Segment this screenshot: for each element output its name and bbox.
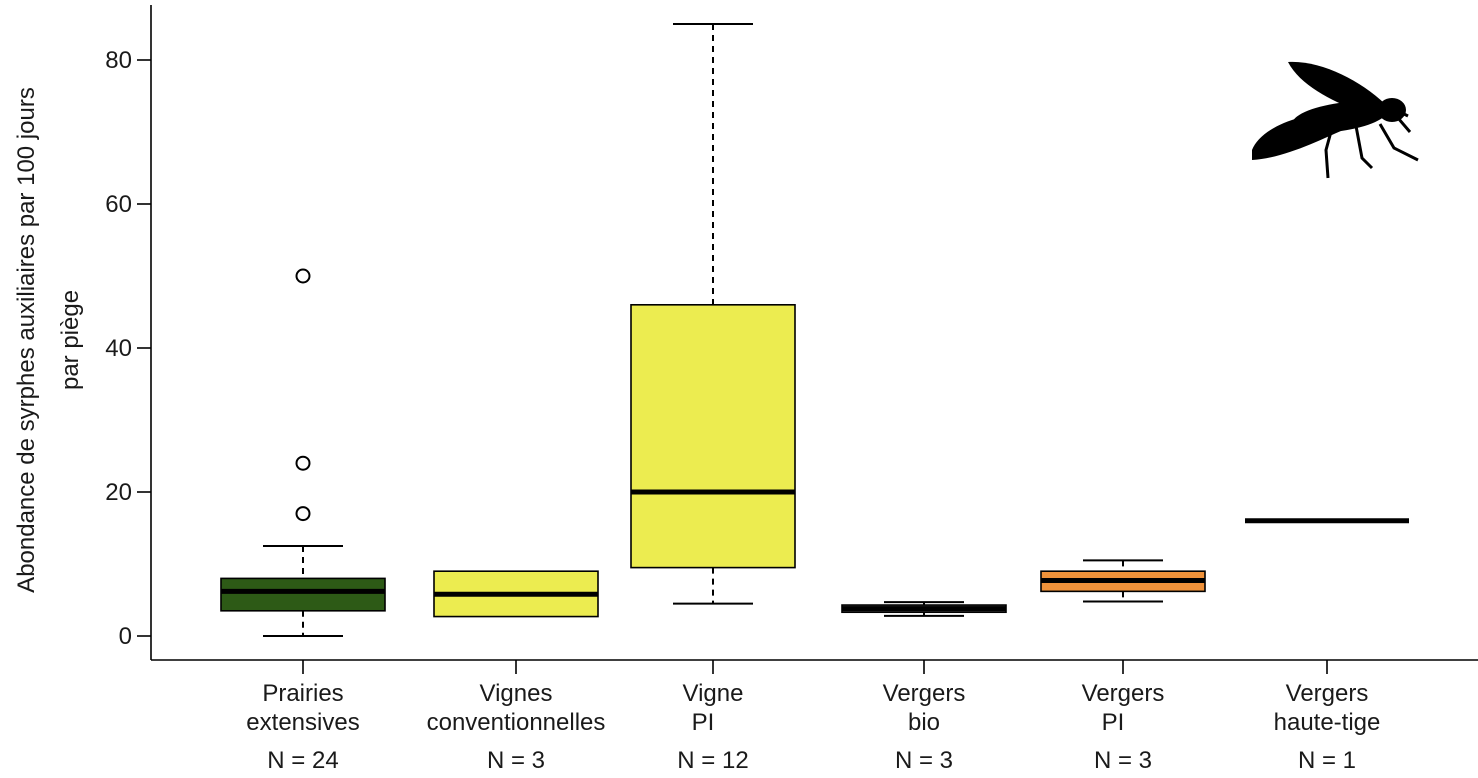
box-2 xyxy=(630,23,796,605)
sample-size-label: N = 12 xyxy=(677,747,748,774)
x-category-label: Vergers xyxy=(883,680,966,707)
x-category-label: PI xyxy=(1102,709,1125,736)
y-tick-label: 40 xyxy=(105,335,132,362)
boxes xyxy=(220,23,1409,637)
y-axis-label-line-2: par piège xyxy=(57,290,84,390)
x-category-label: extensives xyxy=(246,709,359,736)
sample-size-label: N = 3 xyxy=(895,747,953,774)
box-1 xyxy=(433,570,599,618)
y-tick-label: 80 xyxy=(105,47,132,74)
outlier-point xyxy=(295,455,311,471)
x-category-label: PI xyxy=(692,709,715,736)
box-iqr xyxy=(630,303,796,569)
y-axis-label: Abondance de syrphes auxiliaires par 100… xyxy=(13,87,84,593)
y-tick-label: 0 xyxy=(119,623,132,650)
sample-size-label: N = 3 xyxy=(1094,747,1152,774)
box-4 xyxy=(1040,559,1206,603)
x-category-label: Vergers xyxy=(1286,680,1369,707)
axes: 0 20 40 60 80 xyxy=(105,5,1478,674)
hoverfly-silhouette-icon xyxy=(1252,61,1419,179)
sample-size-label: N = 3 xyxy=(487,747,545,774)
sample-size-label: N = 1 xyxy=(1298,747,1356,774)
box-0 xyxy=(220,268,386,637)
y-axis-label-line-1: Abondance de syrphes auxiliaires par 100… xyxy=(13,87,40,593)
box-iqr xyxy=(220,577,386,612)
box-3 xyxy=(841,601,1007,617)
x-category-label: Vigne xyxy=(683,680,744,707)
y-tick-label: 20 xyxy=(105,479,132,506)
x-category-label: Prairies xyxy=(262,680,343,707)
x-category-label: haute-tige xyxy=(1274,709,1381,736)
outlier-point xyxy=(295,268,311,284)
x-category-label: Vergers xyxy=(1082,680,1165,707)
outlier-point xyxy=(295,506,311,522)
x-category-label: Vignes xyxy=(480,680,553,707)
y-tick-label: 60 xyxy=(105,191,132,218)
x-category-label: bio xyxy=(908,709,940,736)
sample-size-label: N = 24 xyxy=(267,747,338,774)
x-category-label: conventionnelles xyxy=(427,709,606,736)
